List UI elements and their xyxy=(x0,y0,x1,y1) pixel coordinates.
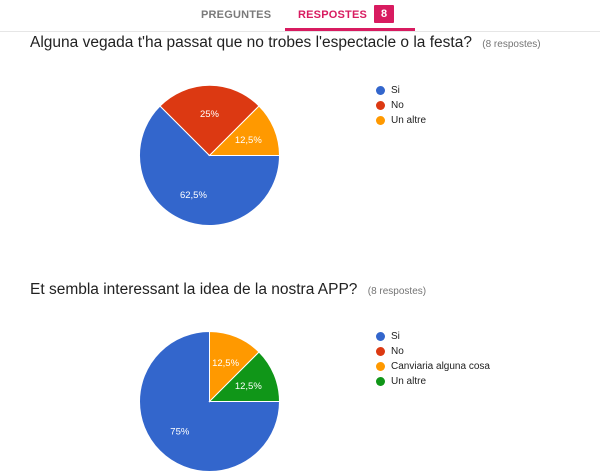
question-title: Alguna vegada t'ha passat que no trobes … xyxy=(30,34,541,52)
pie-chart: 62,5% 25% 12,5% xyxy=(139,84,281,226)
pie-chart: 75% 12,5% 12,5% xyxy=(139,330,281,472)
legend-swatch xyxy=(376,362,385,371)
legend-label: Un altre xyxy=(391,376,427,387)
legend-item-no: No xyxy=(376,98,426,113)
pie-slice-label: 12,5% xyxy=(212,358,239,369)
legend-item-un-altre: Un altre xyxy=(376,113,426,128)
legend-item-canviaria-alguna-cosa: Canviaria alguna cosa xyxy=(376,359,490,374)
legend-item-si: Si xyxy=(376,83,426,98)
response-count: (8 respostes) xyxy=(482,39,541,50)
pie-slice-label: 12,5% xyxy=(235,381,262,392)
question-text: Et sembla interessant la idea de la nost… xyxy=(30,281,358,298)
pie-slice-label: 12,5% xyxy=(235,135,262,146)
legend-label: Si xyxy=(391,331,400,342)
response-count: (8 respostes) xyxy=(367,286,427,297)
legend-label: No xyxy=(391,100,404,111)
pie-slice-si xyxy=(139,105,281,226)
legend-item-un-altre: Un altre xyxy=(376,374,490,389)
legend-item-si: Si xyxy=(376,329,490,344)
pie-slice-un-altre xyxy=(208,351,281,402)
pie-slice-label: 25% xyxy=(200,109,220,120)
legend-swatch xyxy=(376,101,385,110)
active-tab-indicator xyxy=(285,28,415,31)
legend-label: Un altre xyxy=(391,115,427,126)
response-count-badge: 8 xyxy=(374,5,394,23)
legend-swatch xyxy=(376,116,385,125)
legend-label: Si xyxy=(391,85,400,96)
chart-legend: Si No Canviaria alguna cosa Un altre xyxy=(376,329,490,389)
tab-questions[interactable]: PREGUNTES xyxy=(201,9,272,21)
question-title: Et sembla interessant la idea de la nost… xyxy=(30,281,426,299)
legend-label: Canviaria alguna cosa xyxy=(391,361,490,372)
question-text: Alguna vegada t'ha passat que no trobes … xyxy=(30,34,472,51)
legend-swatch xyxy=(376,377,385,386)
legend-swatch xyxy=(376,347,385,356)
chart-legend: Si No Un altre xyxy=(376,83,426,128)
tab-bar: PREGUNTES RESPOSTES 8 xyxy=(0,0,600,32)
tab-responses[interactable]: RESPOSTES xyxy=(298,9,368,21)
legend-swatch xyxy=(376,332,385,341)
pie-slice-label: 62,5% xyxy=(180,190,207,201)
pie-slice-no xyxy=(159,84,260,157)
legend-label: No xyxy=(391,346,404,357)
legend-item-no: No xyxy=(376,344,490,359)
pie-slice-label: 75% xyxy=(170,427,190,438)
legend-swatch xyxy=(376,86,385,95)
pie-slice-un-altre xyxy=(208,105,281,156)
